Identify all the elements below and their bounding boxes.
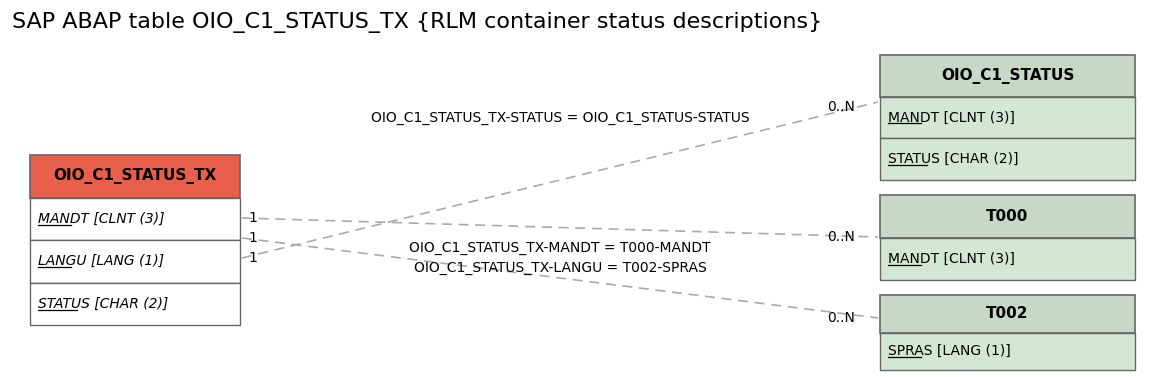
- Text: LANGU [LANG (1)]: LANGU [LANG (1)]: [38, 254, 164, 268]
- Text: 0..N: 0..N: [827, 311, 856, 325]
- FancyBboxPatch shape: [880, 238, 1135, 280]
- FancyBboxPatch shape: [30, 155, 240, 198]
- FancyBboxPatch shape: [30, 198, 240, 240]
- Text: 1: 1: [248, 211, 257, 225]
- Text: OIO_C1_STATUS_TX-MANDT = T000-MANDT: OIO_C1_STATUS_TX-MANDT = T000-MANDT: [409, 241, 710, 255]
- FancyBboxPatch shape: [880, 55, 1135, 97]
- Text: STATUS [CHAR (2)]: STATUS [CHAR (2)]: [888, 152, 1018, 166]
- Text: 1: 1: [248, 251, 257, 265]
- Text: STATUS [CHAR (2)]: STATUS [CHAR (2)]: [38, 297, 168, 311]
- Text: MANDT [CLNT (3)]: MANDT [CLNT (3)]: [888, 110, 1015, 124]
- Text: SPRAS [LANG (1)]: SPRAS [LANG (1)]: [888, 344, 1011, 358]
- Text: OIO_C1_STATUS_TX-LANGU = T002-SPRAS: OIO_C1_STATUS_TX-LANGU = T002-SPRAS: [414, 261, 707, 275]
- FancyBboxPatch shape: [880, 333, 1135, 370]
- FancyBboxPatch shape: [30, 282, 240, 325]
- Text: T002: T002: [986, 306, 1028, 321]
- FancyBboxPatch shape: [30, 240, 240, 282]
- Text: 0..N: 0..N: [827, 230, 856, 244]
- Text: 0..N: 0..N: [827, 100, 856, 114]
- FancyBboxPatch shape: [880, 138, 1135, 180]
- Text: SAP ABAP table OIO_C1_STATUS_TX {RLM container status descriptions}: SAP ABAP table OIO_C1_STATUS_TX {RLM con…: [12, 12, 822, 33]
- Text: MANDT [CLNT (3)]: MANDT [CLNT (3)]: [888, 252, 1015, 266]
- Text: OIO_C1_STATUS_TX-STATUS = OIO_C1_STATUS-STATUS: OIO_C1_STATUS_TX-STATUS = OIO_C1_STATUS-…: [370, 111, 749, 125]
- FancyBboxPatch shape: [880, 195, 1135, 238]
- Text: OIO_C1_STATUS: OIO_C1_STATUS: [941, 68, 1075, 84]
- Text: OIO_C1_STATUS_TX: OIO_C1_STATUS_TX: [53, 168, 217, 184]
- Text: MANDT [CLNT (3)]: MANDT [CLNT (3)]: [38, 212, 165, 226]
- Text: 1: 1: [248, 231, 257, 245]
- Text: T000: T000: [986, 209, 1028, 224]
- FancyBboxPatch shape: [880, 97, 1135, 138]
- FancyBboxPatch shape: [880, 295, 1135, 333]
